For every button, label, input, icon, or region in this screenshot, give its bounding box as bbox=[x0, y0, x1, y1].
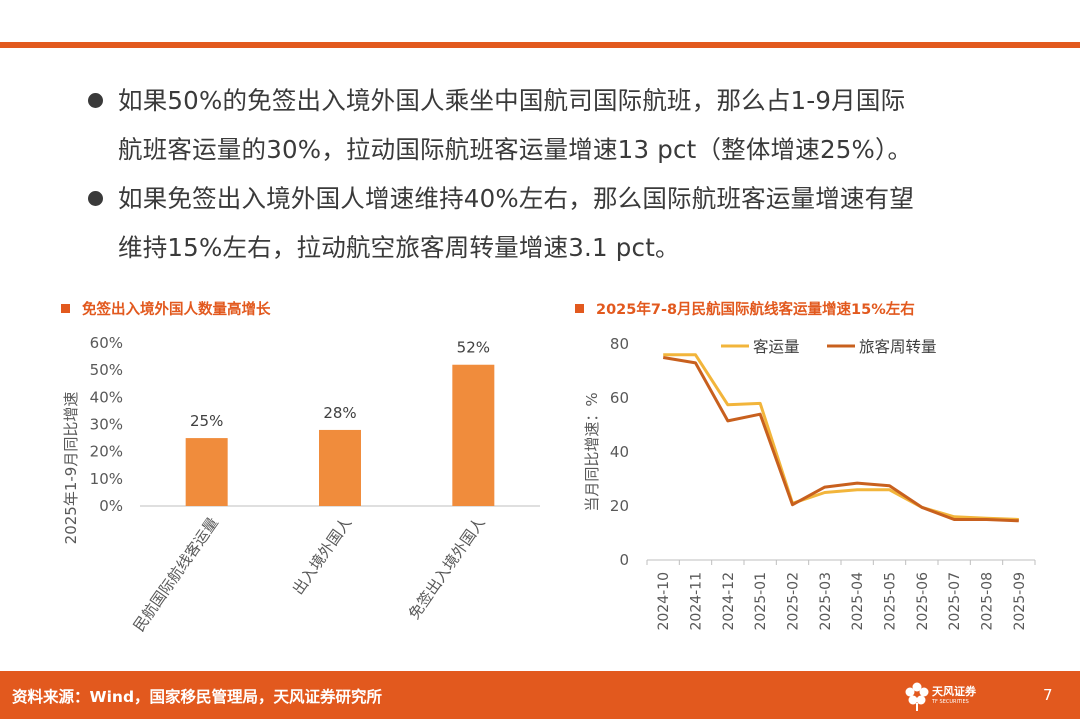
page-number: 7 bbox=[1043, 686, 1053, 704]
left-chart-title-text: 免签出入境外国人数量高增长 bbox=[82, 302, 271, 318]
y-tick-label: 60 bbox=[610, 389, 629, 407]
flower-logo-icon bbox=[905, 682, 929, 711]
y-tick-label: 50% bbox=[90, 361, 123, 379]
x-tick-label: 2025-06 bbox=[915, 572, 931, 631]
left-chart-title: 免签出入境外国人数量高增长 bbox=[61, 298, 271, 319]
bullet-text-line: 维持15%左右，拉动航空旅客周转量增速3.1 pct。 bbox=[118, 233, 680, 262]
source-note: 资料来源：Wind，国家移民管理局，天风证券研究所 bbox=[12, 688, 383, 706]
y-tick-label: 40% bbox=[90, 388, 123, 406]
x-tick-label: 2024-11 bbox=[689, 572, 705, 631]
right-chart-title-text: 2025年7-8月民航国际航线客运量增速15%左右 bbox=[596, 302, 915, 318]
x-tick-label: 2025-08 bbox=[980, 572, 996, 631]
x-tick-label: 2025-09 bbox=[1012, 572, 1028, 631]
x-tick-label: 免签出入境外国人 bbox=[405, 514, 489, 623]
bullet-text-line: 如果50%的免签出入境外国人乘坐中国航司国际航班，那么占1-9月国际 bbox=[118, 86, 906, 115]
square-bullet-icon bbox=[575, 304, 584, 313]
bar-data-label: 25% bbox=[190, 412, 223, 430]
bullet-item: 如果免签出入境外国人增速维持40%左右，那么国际航班客运量增速有望 维持15%左… bbox=[85, 174, 1045, 272]
series-line-1 bbox=[663, 353, 1019, 521]
brand-logo: 天风证券 TF SECURITIES bbox=[904, 679, 984, 713]
bullet-dot-icon bbox=[88, 191, 103, 206]
x-tick-label: 2025-01 bbox=[753, 572, 769, 631]
x-tick-label: 2024-12 bbox=[721, 572, 737, 631]
x-tick-label: 2025-04 bbox=[850, 572, 866, 631]
x-tick-label: 民航国际航线客运量 bbox=[130, 514, 222, 635]
y-tick-label: 0% bbox=[99, 497, 123, 515]
y-tick-label: 80 bbox=[610, 335, 629, 353]
y-tick-label: 20 bbox=[610, 497, 629, 515]
x-tick-label: 2025-05 bbox=[883, 572, 899, 631]
logo-text: 天风证券 bbox=[932, 685, 976, 698]
line-chart: 0 20 40 60 80 2024-10 2024-11 2024-12 2025-01 202… bbox=[583, 335, 1036, 631]
x-tick-label: 2025-07 bbox=[947, 572, 963, 631]
x-tick-label: 2025-02 bbox=[786, 572, 802, 631]
footer-bar: 资料来源：Wind，国家移民管理局，天风证券研究所 天风证券 TF SECURI… bbox=[0, 671, 1080, 719]
bar bbox=[319, 429, 361, 506]
bar-data-label: 52% bbox=[457, 339, 490, 357]
y-tick-label: 20% bbox=[90, 443, 123, 461]
bar-chart: 0% 10% 20% 30% 40% 50% 60% 25% 民航国际航线客运量 28% 出入境外国… bbox=[62, 334, 540, 635]
bar bbox=[452, 364, 495, 506]
y-tick-label: 30% bbox=[90, 416, 123, 434]
square-bullet-icon bbox=[61, 304, 70, 313]
series-line-2 bbox=[662, 356, 1019, 523]
legend-label: 旅客周转量 bbox=[859, 338, 937, 356]
y-axis-title: 2025年1-9月同比增速 bbox=[62, 392, 80, 545]
bullet-text-line: 航班客运量的30%，拉动国际航班客运量增速13 pct（整体增速25%）。 bbox=[118, 135, 913, 164]
legend-label: 客运量 bbox=[753, 338, 800, 356]
bar bbox=[185, 438, 228, 506]
x-tick-label: 2025-03 bbox=[818, 572, 834, 631]
top-accent-bar bbox=[0, 42, 1080, 48]
y-tick-label: 60% bbox=[90, 334, 123, 352]
y-axis-title: 当月同比增速：% bbox=[583, 392, 601, 511]
y-tick-label: 10% bbox=[90, 470, 123, 488]
right-chart-title: 2025年7-8月民航国际航线客运量增速15%左右 bbox=[575, 298, 915, 319]
x-tick-label: 出入境外国人 bbox=[289, 514, 355, 598]
bullet-text-line: 如果免签出入境外国人增速维持40%左右，那么国际航班客运量增速有望 bbox=[118, 184, 915, 213]
bullet-dot-icon bbox=[88, 93, 103, 108]
x-tick-label: 2024-10 bbox=[656, 572, 672, 631]
bullet-list: 如果50%的免签出入境外国人乘坐中国航司国际航班，那么占1-9月国际 航班客运量… bbox=[85, 76, 1045, 272]
bullet-item: 如果50%的免签出入境外国人乘坐中国航司国际航班，那么占1-9月国际 航班客运量… bbox=[85, 76, 1045, 174]
y-tick-label: 40 bbox=[610, 443, 629, 461]
y-tick-label: 0 bbox=[619, 551, 629, 569]
bar-data-label: 28% bbox=[323, 404, 356, 422]
logo-subtext: TF SECURITIES bbox=[932, 699, 969, 705]
